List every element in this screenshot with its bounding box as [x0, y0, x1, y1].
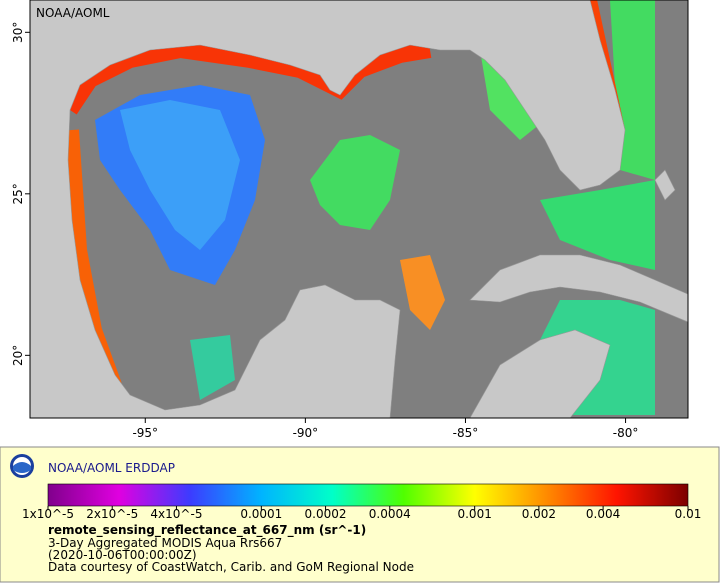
colorbar-tick-label: 0.0002: [305, 507, 347, 521]
x-tick-label: -90°: [293, 426, 319, 440]
map-frame: [29, 0, 689, 419]
watermark: NOAA/AOML: [36, 6, 110, 20]
y-tick-label: 25°: [11, 183, 25, 204]
colorbar-tick-label: 0.002: [522, 507, 556, 521]
colorbar-tick-label: 2x10^-5: [86, 507, 138, 521]
legend-line: 3-Day Aggregated MODIS Aqua Rrs667: [48, 536, 282, 550]
colorbar: [47, 483, 689, 507]
colorbar-tick-label: 1x10^-5: [22, 507, 74, 521]
x-tick-label: -95°: [132, 426, 158, 440]
colorbar-tick-label: 0.004: [586, 507, 620, 521]
legend-line: (2020-10-06T00:00:00Z): [48, 548, 197, 562]
y-tick-label: 20°: [11, 345, 25, 366]
colorbar-tick-label: 0.0004: [369, 507, 411, 521]
map: [30, 0, 688, 418]
colorbar-tick-label: 4x10^-5: [150, 507, 202, 521]
x-tick-label: -85°: [453, 426, 479, 440]
colorbar-tick-label: 0.01: [675, 507, 702, 521]
legend-panel: [0, 446, 720, 583]
legend-title: NOAA/AOML ERDDAP: [48, 461, 175, 475]
variable-name: remote_sensing_reflectance_at_667_nm (sr…: [48, 523, 366, 538]
logo: [10, 454, 34, 478]
x-tick-label: -80°: [613, 426, 639, 440]
legend-line: Data courtesy of CoastWatch, Carib. and …: [48, 560, 414, 574]
land: [30, 0, 688, 418]
colorbar-tick-label: 0.001: [457, 507, 491, 521]
colorbar-tick-label: 0.0001: [240, 507, 282, 521]
y-tick-label: 30°: [11, 22, 25, 43]
